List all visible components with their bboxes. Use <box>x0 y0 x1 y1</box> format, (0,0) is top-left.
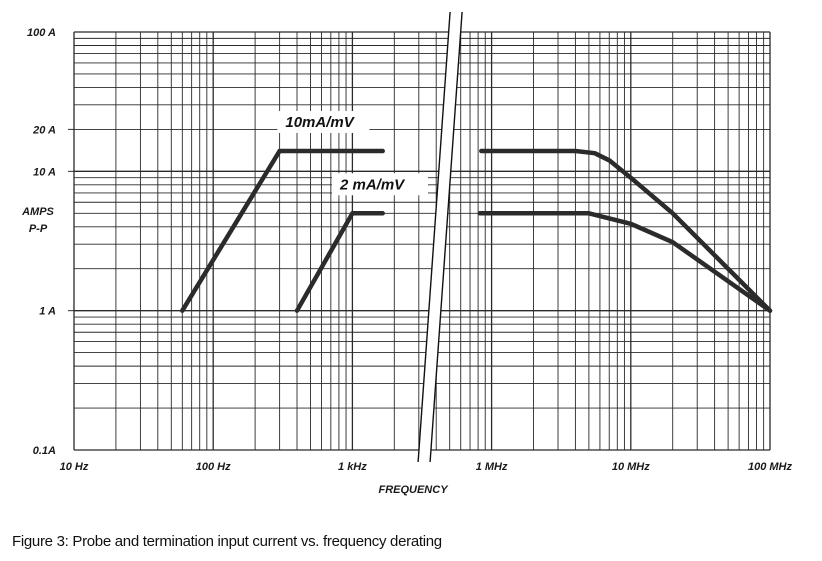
y-axis-title-line2: P-P <box>29 223 48 235</box>
y-tick-label: 100 A <box>27 27 56 39</box>
axis-break-band <box>418 12 463 462</box>
axis-break-marker <box>417 11 463 463</box>
tick-labels: 10 Hz 100 Hz 1 kHz 1 MHz 10 MHz 100 MHz 100 A 2… <box>27 27 792 473</box>
y-tick-label: 10 A <box>33 166 56 178</box>
y-tick-label: 0.1A <box>33 445 56 457</box>
x-tick-label: 100 Hz <box>196 461 231 473</box>
axis-break-line <box>429 11 463 463</box>
y-tick-label: 1 A <box>39 306 56 318</box>
x-tick-label: 10 Hz <box>60 461 89 473</box>
series-label-background <box>277 110 370 133</box>
x-tick-label: 1 MHz <box>476 461 508 473</box>
x-axis-title: FREQUENCY <box>378 484 449 496</box>
derating-chart: 10mA/mV 2 mA/mV 10 Hz 100 Hz 1 kHz 1 MHz 10 M… <box>21 11 793 496</box>
y-axis-title-line1: AMPS <box>21 206 54 218</box>
grid <box>68 31 771 451</box>
series-line <box>180 148 282 313</box>
series-label: 2 mA/mV <box>339 176 406 193</box>
series-label: 10mA/mV <box>285 114 355 131</box>
figure-caption: Figure 3: Probe and termination input cu… <box>12 533 442 550</box>
series-line <box>294 211 355 313</box>
x-tick-label: 100 MHz <box>748 461 793 473</box>
x-tick-label: 10 MHz <box>612 461 650 473</box>
axis-break-line <box>417 11 451 463</box>
series-group: 10mA/mV 2 mA/mV <box>180 110 773 313</box>
x-tick-label: 1 kHz <box>338 461 367 473</box>
series-line <box>479 148 773 313</box>
series-label-background <box>331 173 428 196</box>
series-line <box>477 211 773 313</box>
y-tick-label: 20 A <box>32 124 56 136</box>
